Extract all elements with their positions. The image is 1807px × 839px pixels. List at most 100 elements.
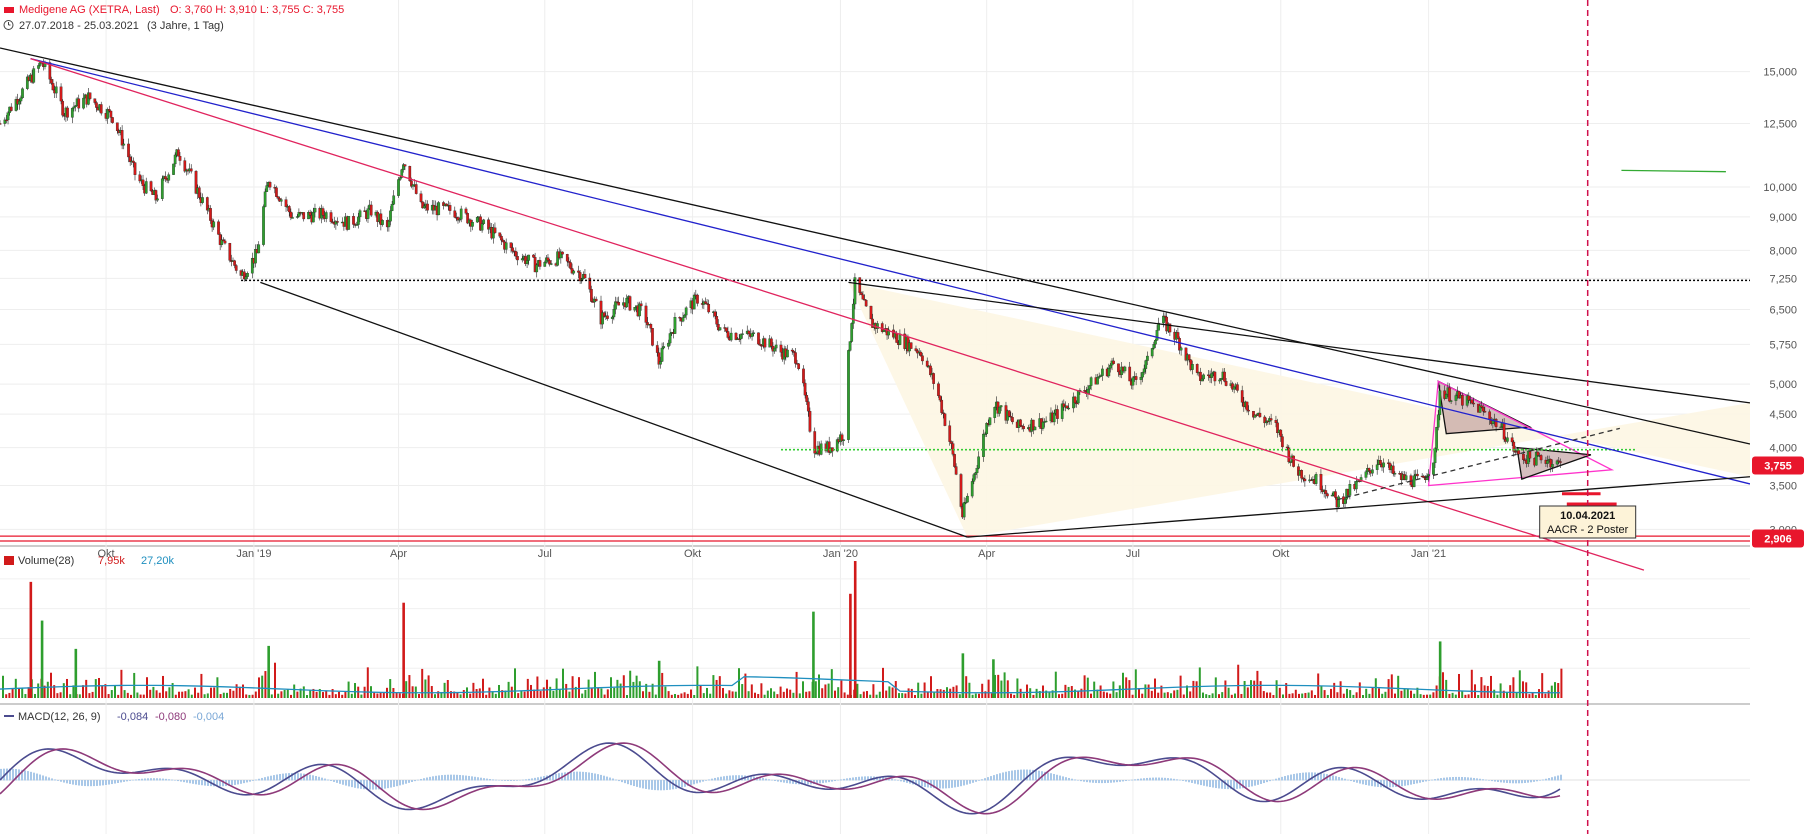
candle-body [1354,481,1358,490]
macd-histogram-bar [792,780,794,784]
macd-histogram-bar [552,774,554,781]
macd-histogram-bar [84,780,86,787]
macd-panel: 0,000MACD(12, 26, 9)-0,084-0,080-0,004 [0,711,1797,815]
macd-histogram-bar [384,780,386,789]
candle-body [1128,366,1132,382]
volume-bar [264,671,267,698]
volume-bar [1509,685,1512,698]
volume-bar [542,687,545,698]
candle-body [774,344,778,349]
macd-histogram-bar [3,768,5,781]
candle-body [32,68,36,83]
volume-bar [1285,683,1288,698]
macd-histogram-bar [1023,769,1025,781]
candle-body [842,439,846,441]
candle-body [291,217,294,219]
event-label-text: AACR - 2 Poster [1547,524,1629,536]
trendline-6 [967,476,1751,538]
macd-histogram-bar [309,774,311,781]
macd-histogram-bar [804,780,806,785]
volume-bar [1326,694,1329,698]
macd-histogram-bar [558,773,560,781]
candle-body [835,439,839,452]
macd-histogram-bar [978,780,980,781]
volume-bar [1016,678,1019,698]
candle-body [471,221,474,227]
volume-bar [939,689,942,698]
price-tick-label: 7,250 [1769,273,1797,285]
volume-bar [1461,691,1464,698]
volume-bar [933,691,936,698]
volume-spike-bar [74,648,78,698]
macd-histogram-bar [1473,777,1475,781]
candle-body [747,330,751,334]
candle-body [228,243,232,261]
candle-body [403,164,407,167]
macd-histogram-bar [1260,780,1262,784]
candle-body [757,332,760,345]
candle-body [1499,426,1503,429]
macd-histogram-bar [837,779,839,781]
macd-histogram-bar [1053,773,1055,781]
candle-body [1123,366,1127,372]
macd-histogram-bar [1377,780,1379,787]
volume-bar [674,694,676,698]
volume-bar [434,694,436,698]
candle-body [459,208,463,220]
volume-bar [114,685,116,698]
volume-bar [856,683,859,698]
macd-histogram-bar [315,776,317,781]
macd-histogram-bar [720,776,722,781]
volume-bar [56,693,59,698]
candle-body [109,110,113,118]
candle-body [289,211,293,218]
volume-bar [1544,693,1547,698]
volume-bar [776,694,779,698]
volume-bar [1144,684,1147,698]
candle-body [1219,378,1223,381]
macd-histogram-bar [1236,780,1238,789]
candle-body [1150,348,1154,357]
volume-bar [1186,685,1188,698]
candle-body [962,502,966,518]
macd-histogram-bar [906,780,908,783]
macd-histogram-bar [762,778,764,781]
volume-bar [574,686,577,698]
volume-bar [722,688,724,698]
macd-histogram-bar [189,780,191,784]
candle-body [1337,496,1340,508]
price-tick-label: 9,000 [1769,212,1797,224]
volume-bar [1083,675,1086,698]
volume-bar [178,691,180,698]
volume-spike-bar [849,593,852,698]
macd-histogram-bar [237,780,239,785]
candle-body [17,100,21,105]
volume-bar [187,689,190,698]
candle-body [509,242,513,248]
macd-histogram-bar [1422,780,1424,783]
macd-histogram-bar [387,780,389,789]
candle-body [1155,330,1159,341]
volume-bar [1403,689,1406,698]
volume-bar [123,690,126,698]
candle-body [414,184,418,194]
macd-histogram-bar [1014,770,1016,781]
candle-body [972,474,976,482]
candle-body [205,197,209,211]
candle-body [773,347,776,352]
candle-body [808,411,812,432]
candle-body [387,220,391,228]
candle-body [222,239,225,242]
macd-histogram-bar [1245,780,1247,788]
candle-body [975,468,979,474]
macd-histogram-bar [1548,777,1550,781]
macd-histogram-bar [1176,779,1178,781]
candle-body [38,62,42,66]
volume-bar [1000,680,1003,698]
volume-bar [1320,685,1323,698]
volume-bar [1381,693,1384,698]
volume-bar [482,678,484,698]
volume-bar [485,694,488,698]
